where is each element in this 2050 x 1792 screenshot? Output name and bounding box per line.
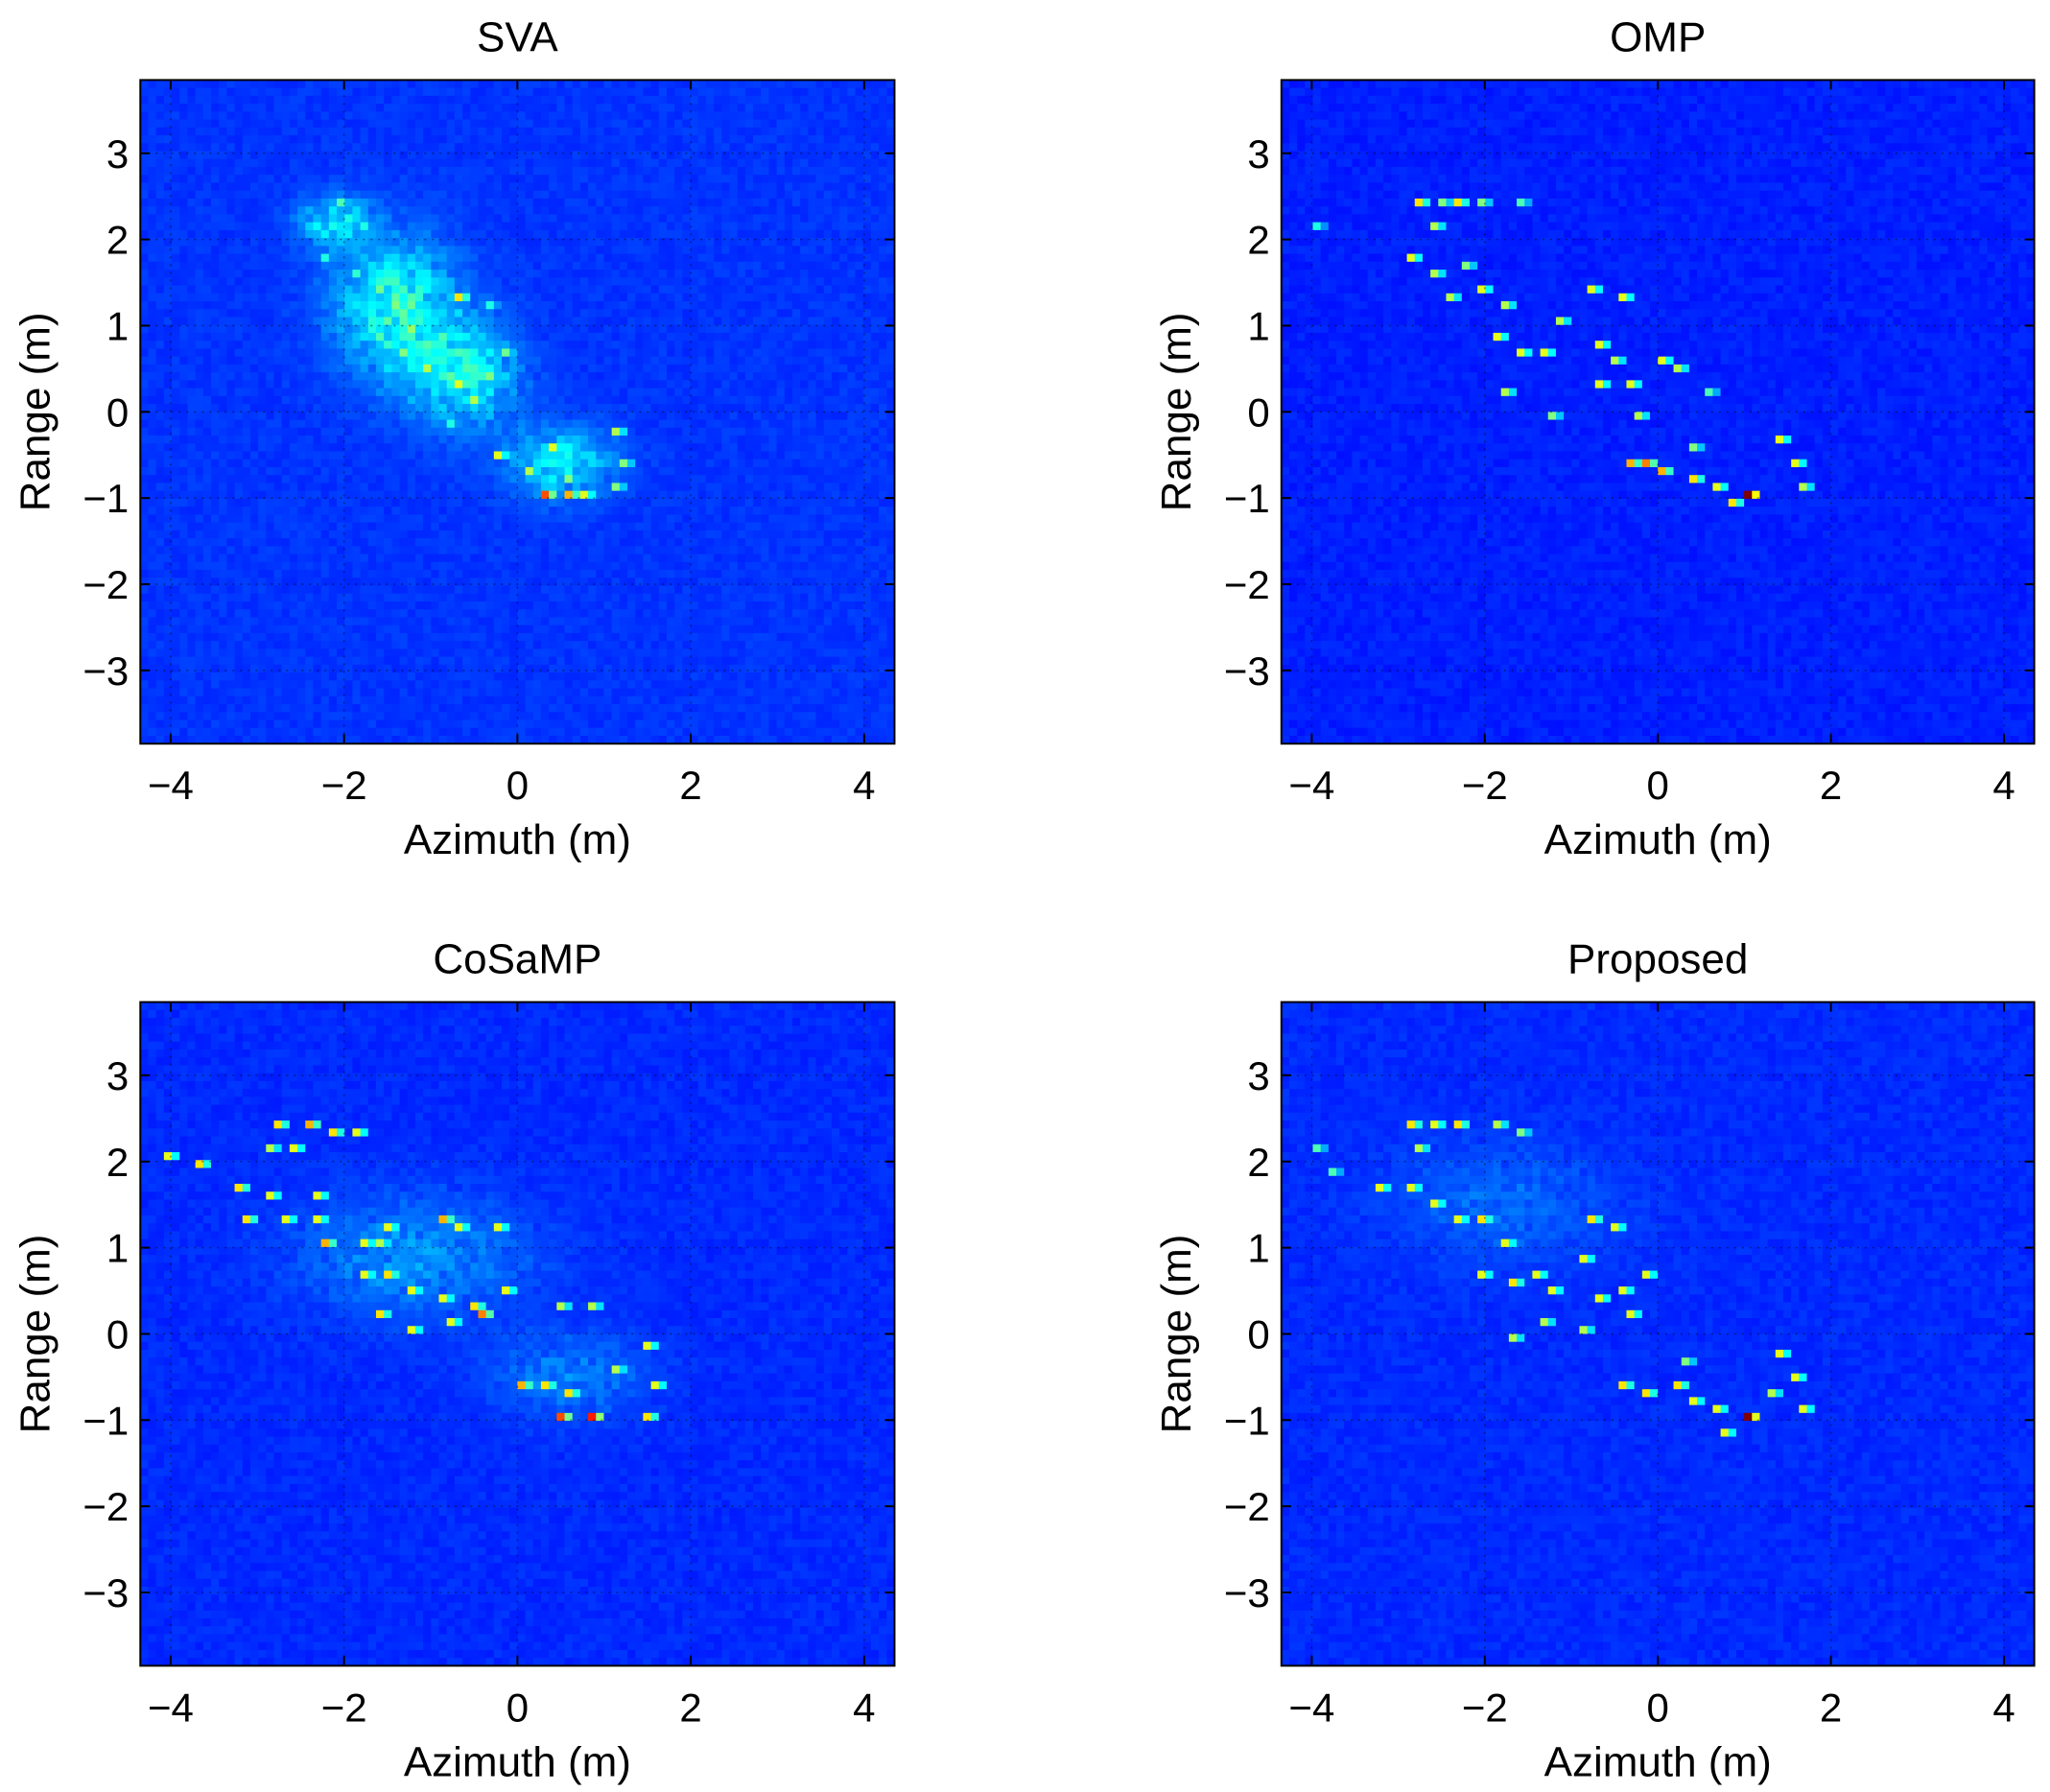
x-tick-label: 2: [1820, 763, 1842, 808]
y-tick-label: 1: [1247, 303, 1269, 348]
x-tick-label: 4: [853, 1685, 875, 1730]
y-tick-label: 3: [106, 131, 129, 177]
y-tick-label: 1: [106, 303, 129, 348]
y-tick-label: −3: [1224, 648, 1270, 694]
y-tick-label: −3: [1224, 1570, 1270, 1615]
y-tick-label: −2: [82, 562, 129, 607]
x-tick-label: 2: [679, 1685, 701, 1730]
y-tick-label: 1: [106, 1226, 129, 1271]
x-axis-label: Azimuth (m): [1544, 1738, 1772, 1785]
heatmap-image: [140, 1002, 896, 1666]
x-tick-label: −4: [148, 1685, 194, 1730]
y-axis-label: Range (m): [1153, 1235, 1200, 1434]
y-tick-label: 2: [1247, 1140, 1269, 1185]
y-tick-label: 2: [1247, 218, 1269, 263]
panel-title: CoSaMP: [433, 936, 601, 983]
y-tick-label: 2: [106, 218, 129, 263]
heatmap-image: [1281, 1002, 2036, 1666]
subplot-proposed: −4 −2 0 2 4 −3 −2 −1 0 1 2 3 Proposed Azimuth (m) Rang…: [1153, 936, 2036, 1785]
y-tick-label: 3: [106, 1053, 129, 1098]
x-axis-label: Azimuth (m): [404, 816, 631, 863]
y-tick-label: −2: [1224, 1484, 1270, 1529]
y-axis-label: Range (m): [12, 1235, 59, 1434]
panel-title: SVA: [477, 13, 558, 60]
x-tick-label: −2: [1462, 1685, 1508, 1730]
x-tick-label: 4: [1992, 1685, 2015, 1730]
panel-title: OMP: [1610, 13, 1706, 60]
y-tick-label: −1: [1224, 1398, 1270, 1443]
subplot-omp: −4 −2 0 2 4 −3 −2 −1 0 1 2 3 OMP Azimuth (m) Range (m): [1153, 13, 2036, 863]
x-tick-label: −2: [321, 763, 367, 808]
x-tick-label: −4: [148, 763, 194, 808]
x-tick-label: 4: [853, 763, 875, 808]
y-axis-label: Range (m): [1153, 312, 1200, 511]
x-tick-label: 4: [1992, 763, 2015, 808]
y-tick-label: 2: [106, 1140, 129, 1185]
y-tick-label: −1: [1224, 476, 1270, 521]
y-axis-label: Range (m): [12, 312, 59, 511]
y-tick-label: 0: [106, 1311, 129, 1356]
heatmap-image: [1281, 80, 2036, 744]
y-tick-label: −1: [82, 1398, 129, 1443]
x-axis-label: Azimuth (m): [1544, 816, 1772, 863]
x-tick-label: 0: [507, 763, 529, 808]
y-tick-label: 1: [1247, 1226, 1269, 1271]
x-tick-label: −4: [1288, 763, 1334, 808]
y-tick-label: 0: [1247, 389, 1269, 435]
x-tick-label: 0: [1647, 1685, 1669, 1730]
y-tick-label: −3: [82, 648, 129, 694]
x-tick-label: 2: [679, 763, 701, 808]
x-tick-label: −2: [1462, 763, 1508, 808]
subplot-sva: −4 −2 0 2 4 −3 −2 −1 0 1 2 3 SVA Azimuth (m) Range (m): [12, 13, 896, 863]
heatmap-image: [140, 80, 896, 744]
y-tick-label: 3: [1247, 131, 1269, 177]
y-tick-label: −2: [82, 1484, 129, 1529]
y-tick-label: 3: [1247, 1053, 1269, 1098]
y-tick-label: 0: [1247, 1311, 1269, 1356]
y-tick-label: −2: [1224, 562, 1270, 607]
y-tick-label: 0: [106, 389, 129, 435]
x-axis-label: Azimuth (m): [404, 1738, 631, 1785]
x-tick-label: 0: [507, 1685, 529, 1730]
subplot-cosamp: −4 −2 0 2 4 −3 −2 −1 0 1 2 3 CoSaMP Azimuth (m) Range …: [12, 936, 896, 1785]
x-tick-label: 2: [1820, 1685, 1842, 1730]
x-tick-label: −4: [1288, 1685, 1334, 1730]
x-tick-label: 0: [1647, 763, 1669, 808]
y-tick-label: −1: [82, 476, 129, 521]
y-tick-label: −3: [82, 1570, 129, 1615]
x-tick-label: −2: [321, 1685, 367, 1730]
panel-title: Proposed: [1567, 936, 1748, 983]
